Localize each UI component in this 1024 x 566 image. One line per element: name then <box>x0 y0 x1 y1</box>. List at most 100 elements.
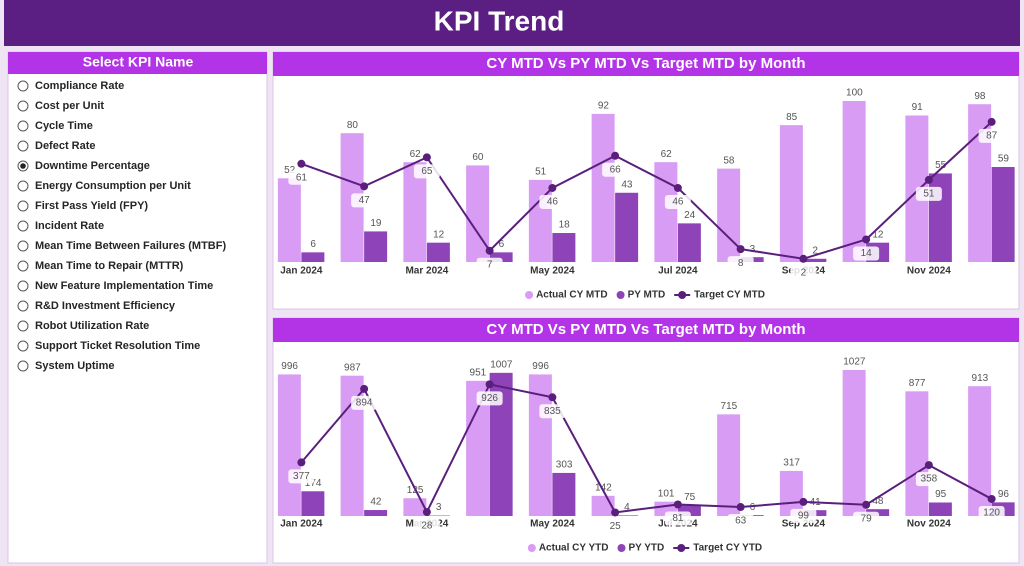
radio-button[interactable] <box>17 220 29 232</box>
radio-button[interactable] <box>17 80 29 92</box>
slicer-option[interactable]: Incident Rate <box>35 220 104 232</box>
bar <box>489 252 513 262</box>
data-label: 142 <box>595 482 612 493</box>
line <box>300 383 993 515</box>
legend-marker <box>678 291 687 299</box>
radio-button[interactable] <box>17 120 29 132</box>
data-label: 99 <box>798 511 810 522</box>
line-point <box>924 461 933 470</box>
data-label: 52 <box>284 165 296 176</box>
radio-button[interactable] <box>17 340 29 352</box>
radio-button[interactable] <box>17 200 29 212</box>
slicer-option[interactable]: Cycle Time <box>35 120 93 132</box>
data-label-box <box>853 246 880 261</box>
data-label: 80 <box>347 120 359 131</box>
data-label-box <box>790 265 817 280</box>
header-bar <box>4 0 1020 46</box>
bar <box>905 391 929 516</box>
radio-button[interactable] <box>17 240 29 252</box>
data-label: 358 <box>921 474 938 485</box>
radio-button[interactable] <box>17 100 29 112</box>
bar <box>489 372 513 516</box>
line-point <box>485 380 494 389</box>
line-point <box>736 503 745 512</box>
data-label: 28 <box>421 521 433 532</box>
data-label-box <box>602 519 629 534</box>
slicer-option[interactable]: Compliance Rate <box>35 80 124 92</box>
data-label: 317 <box>783 458 800 469</box>
bar <box>364 510 388 516</box>
data-label: 62 <box>410 149 422 160</box>
bar <box>301 491 325 516</box>
data-label: 24 <box>684 210 696 221</box>
radio-button[interactable] <box>17 140 29 152</box>
data-label: 47 <box>359 195 371 206</box>
data-label: 65 <box>421 166 433 177</box>
radio-button[interactable] <box>17 320 29 332</box>
slicer-option[interactable]: Robot Utilization Rate <box>35 320 149 332</box>
line-point <box>548 393 557 402</box>
data-label: 14 <box>861 248 873 259</box>
radio-button[interactable] <box>17 180 29 192</box>
bar <box>842 101 866 262</box>
radio-dot <box>20 163 26 169</box>
bar <box>968 104 992 262</box>
line-point <box>987 494 996 503</box>
slicer-option[interactable]: Mean Time to Repair (MTTR) <box>35 260 184 272</box>
legend-label: Target CY MTD <box>694 290 765 301</box>
slicer-option[interactable]: System Uptime <box>35 360 114 372</box>
line-point <box>422 508 431 517</box>
data-label: 96 <box>998 489 1010 500</box>
slicer-option[interactable]: Defect Rate <box>35 140 96 152</box>
data-label: 303 <box>556 460 573 471</box>
slicer-option[interactable]: First Pass Yield (FPY) <box>35 200 148 212</box>
data-label: 25 <box>610 521 622 532</box>
line-point <box>297 159 306 168</box>
line-point <box>297 458 306 467</box>
radio-button[interactable] <box>17 280 29 292</box>
data-label: 51 <box>535 167 547 178</box>
radio-button[interactable] <box>17 360 29 372</box>
x-tick-label: May 2024 <box>530 266 575 277</box>
line <box>301 121 993 260</box>
x-tick-label: May 2024 <box>530 519 575 530</box>
data-label: 46 <box>672 197 684 208</box>
data-label: 85 <box>786 112 798 123</box>
radio-button[interactable] <box>17 300 29 312</box>
slicer-option[interactable]: Energy Consumption per Unit <box>35 180 191 192</box>
bar <box>928 173 952 262</box>
chart-panel <box>272 317 1020 564</box>
slicer-option[interactable]: New Feature Implementation Time <box>35 280 213 292</box>
data-label: 120 <box>983 508 1000 519</box>
slicer-option[interactable]: Support Ticket Resolution Time <box>35 340 200 352</box>
bar <box>615 192 639 262</box>
data-label: 835 <box>544 406 561 417</box>
bar <box>677 505 701 516</box>
bar <box>615 515 639 516</box>
data-label: 6 <box>750 502 756 513</box>
slicer-option[interactable]: Downtime Percentage <box>35 160 150 172</box>
bar <box>654 162 678 262</box>
data-label: 715 <box>721 401 738 412</box>
bar <box>277 374 301 516</box>
legend-label: PY MTD <box>628 290 666 301</box>
data-label-box <box>539 194 566 209</box>
data-label-box <box>978 505 1005 520</box>
slicer-option[interactable]: Cost per Unit <box>35 100 104 112</box>
slicer-option[interactable]: Mean Time Between Failures (MTBF) <box>35 240 226 252</box>
slicer-option[interactable]: R&D Investment Efficiency <box>35 300 176 312</box>
bar <box>991 167 1015 262</box>
line-point <box>862 500 871 509</box>
radio-button[interactable] <box>17 260 29 272</box>
legend-label: Target CY YTD <box>693 543 762 554</box>
bar <box>803 258 827 262</box>
data-label: 926 <box>481 393 498 404</box>
line-point <box>924 175 933 184</box>
data-label: 46 <box>547 197 559 208</box>
data-label: 12 <box>433 229 445 240</box>
data-label: 42 <box>370 497 382 508</box>
legend-marker <box>525 291 534 299</box>
data-label: 92 <box>598 101 610 112</box>
legend-marker <box>527 544 536 552</box>
